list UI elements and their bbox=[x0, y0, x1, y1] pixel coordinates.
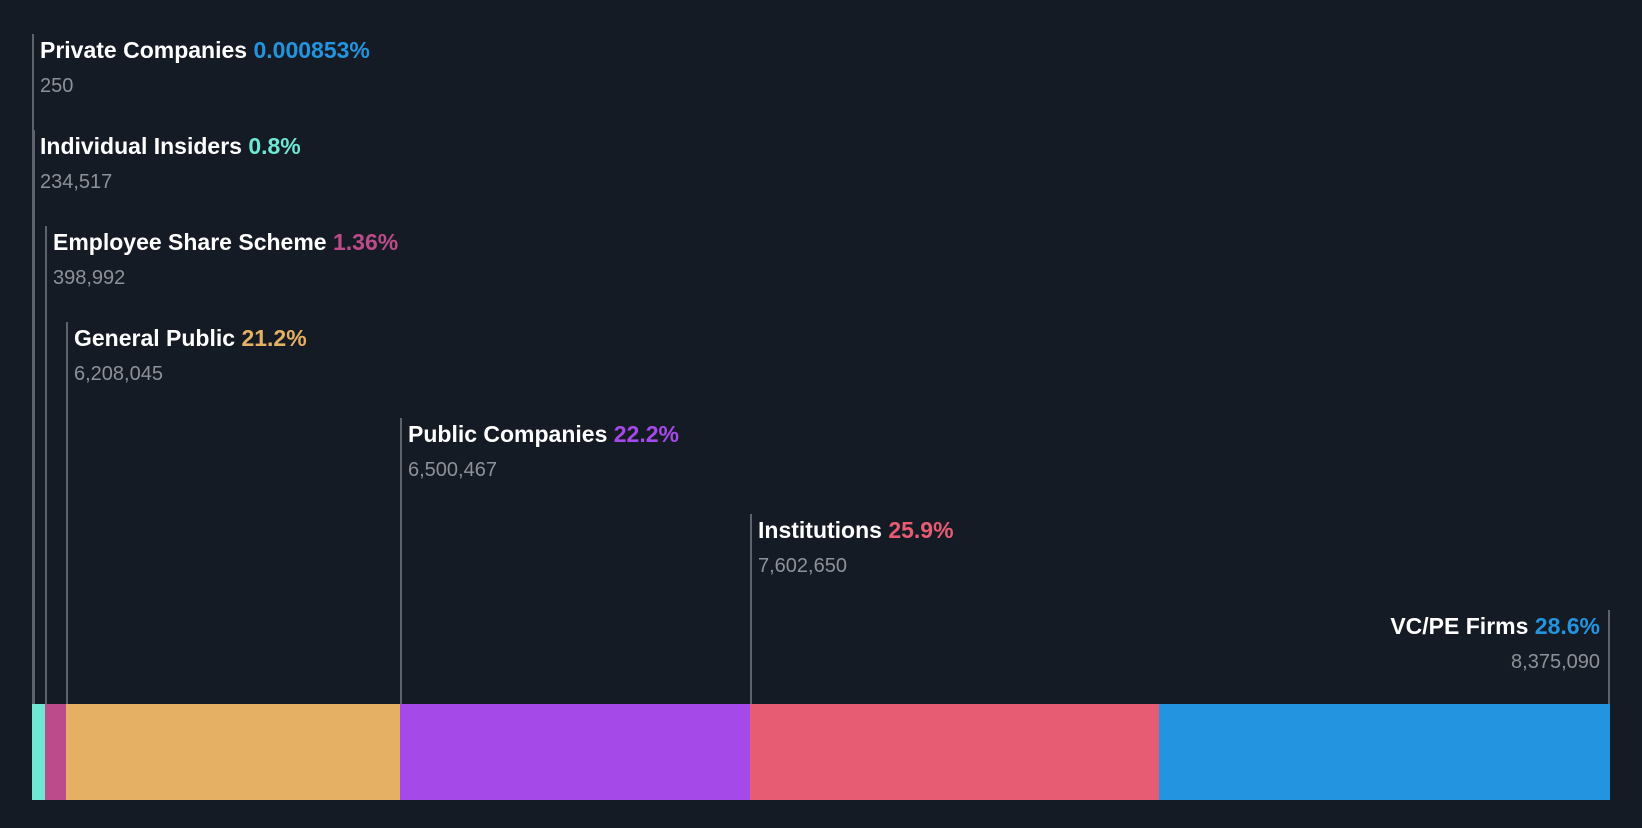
segment-percent: 1.36% bbox=[332, 229, 399, 255]
bar-segment-individual-insiders[interactable] bbox=[32, 704, 45, 800]
bar-segment-vcpe-firms[interactable] bbox=[1159, 704, 1610, 800]
bar-segment-institutions[interactable] bbox=[750, 704, 1159, 800]
segment-name: General Public bbox=[74, 325, 236, 351]
segment-count: 6,208,045 bbox=[74, 363, 163, 385]
leader-line-institutions bbox=[750, 514, 752, 704]
leader-line-vcpe-firms bbox=[1608, 610, 1610, 704]
label-public-companies: Public Companies 22.2% 6,500,467 bbox=[408, 420, 679, 482]
segment-percent: 28.6% bbox=[1534, 613, 1600, 639]
segment-count: 398,992 bbox=[53, 267, 126, 289]
segment-name: VC/PE Firms bbox=[1390, 613, 1529, 639]
leader-line-general-public bbox=[66, 322, 68, 704]
label-general-public: General Public 21.2% 6,208,045 bbox=[74, 324, 307, 386]
segment-percent: 0.8% bbox=[248, 133, 301, 159]
segment-count: 234,517 bbox=[40, 171, 113, 193]
segment-name: Individual Insiders bbox=[40, 133, 242, 159]
bar-segment-employee-share-scheme[interactable] bbox=[45, 704, 66, 800]
segment-name: Private Companies bbox=[40, 37, 248, 63]
segment-percent: 25.9% bbox=[888, 517, 954, 543]
bar-segment-general-public[interactable] bbox=[66, 704, 400, 800]
label-employee-share-scheme: Employee Share Scheme 1.36% 398,992 bbox=[53, 228, 398, 290]
label-private-companies: Private Companies 0.000853% 250 bbox=[40, 36, 370, 98]
label-individual-insiders: Individual Insiders 0.8% 234,517 bbox=[40, 132, 301, 194]
leader-line-employee-share-scheme bbox=[45, 226, 47, 704]
segment-name: Public Companies bbox=[408, 421, 608, 447]
segment-percent: 0.000853% bbox=[253, 37, 370, 63]
segment-percent: 22.2% bbox=[613, 421, 679, 447]
segment-name: Institutions bbox=[758, 517, 882, 543]
label-vcpe-firms: VC/PE Firms 28.6% 8,375,090 bbox=[1390, 612, 1600, 674]
segment-count: 250 bbox=[40, 75, 74, 97]
segment-name: Employee Share Scheme bbox=[53, 229, 327, 255]
leader-line-public-companies bbox=[400, 418, 402, 704]
ownership-stacked-bar bbox=[32, 704, 1610, 800]
leader-line-individual-insiders bbox=[33, 130, 35, 704]
segment-percent: 21.2% bbox=[241, 325, 307, 351]
bar-segment-public-companies[interactable] bbox=[400, 704, 750, 800]
segment-count: 7,602,650 bbox=[758, 555, 847, 577]
segment-count: 8,375,090 bbox=[1511, 651, 1600, 673]
label-institutions: Institutions 25.9% 7,602,650 bbox=[758, 516, 954, 578]
segment-count: 6,500,467 bbox=[408, 459, 497, 481]
